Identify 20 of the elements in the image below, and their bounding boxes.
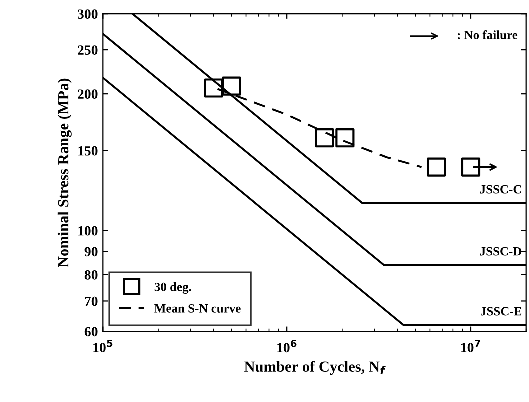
annotation: : No failure (458, 30, 518, 40)
y-tick-label: 200 (78, 90, 98, 100)
series-label: JSSC-C (480, 185, 522, 194)
legend-label: Mean S-N curve (154, 304, 241, 313)
y-tick-label: 90 (84, 247, 98, 257)
x-tick-label: 10$^{6}$ (278, 340, 297, 353)
y-tick-label: 300 (78, 10, 98, 20)
y-tick-label: 250 (78, 46, 98, 55)
legend-label: 30 deg. (154, 282, 192, 294)
x-axis-title: Number of Cycles, N$_{f}$ (244, 361, 386, 376)
y-tick-label: 60 (84, 327, 98, 337)
x-tick-label: 10$^{7}$ (461, 340, 480, 352)
series-label: JSSC-E (481, 307, 522, 316)
series-label: JSSC-D (480, 247, 522, 256)
y-tick-label: 80 (84, 270, 98, 280)
y-tick-label: 70 (85, 296, 98, 306)
y-tick-label: 100 (78, 226, 98, 236)
y-axis-title: Nominal Stress Range (MPa) (58, 78, 72, 268)
x-tick-label: 10$^{5}$ (94, 340, 113, 352)
y-tick-label: 150 (78, 146, 98, 156)
